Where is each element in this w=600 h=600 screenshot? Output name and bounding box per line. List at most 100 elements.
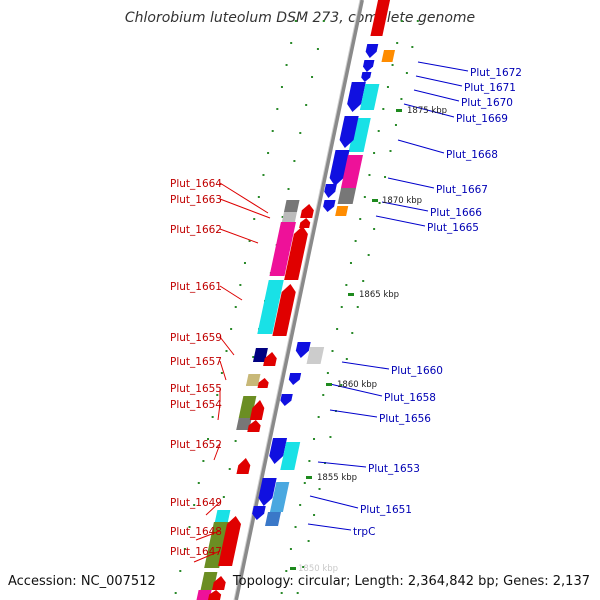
leader-plut-1649 (205, 501, 221, 516)
gene-block-plut-1651 (269, 482, 290, 512)
tick-mark-1870-kbp (372, 199, 378, 202)
label-plut-1653: Plut_1653 (368, 463, 420, 475)
leader-plut-1671 (415, 75, 463, 87)
gene-arrow-plut-1670 (347, 82, 366, 112)
label-plut-1656: Plut_1656 (379, 413, 431, 425)
gene-block-plut-1659 (252, 348, 268, 362)
leader-plut-1652 (213, 443, 221, 461)
label-plut-1662: Plut_1662 (170, 224, 222, 236)
tick-label-1875-kbp: 1875 kbp (407, 106, 447, 116)
label-plut-1651: Plut_1651 (360, 504, 412, 516)
leader-plut-1663 (219, 198, 271, 219)
label-plut-1659: Plut_1659 (170, 332, 222, 344)
tick-mark-1855-kbp (306, 476, 312, 479)
gene-arrow-plut-1662 (284, 226, 308, 280)
label-plut-1649: Plut_1649 (170, 497, 222, 509)
leader-plut-1660 (341, 361, 390, 370)
gene-arrow-plut-1658 (288, 373, 302, 385)
gene-arrow-plut-1660 (295, 342, 311, 358)
gene-block-top-red (370, 0, 391, 36)
gene-arrow-bottom-red (207, 590, 222, 600)
label-plut-1667: Plut_1667 (436, 184, 488, 196)
gene-block-plut-1667 (340, 155, 363, 188)
gene-arrow-plut-1653 (269, 438, 288, 464)
leader-plut-1656 (329, 409, 378, 418)
leader-plut-1669 (403, 103, 455, 118)
leader-plut-1665 (375, 215, 426, 227)
gene-arrow-plut-1671 (363, 60, 375, 72)
gene-arrow-plut-1654 (247, 420, 261, 432)
gene-block-plut-1663 (281, 212, 297, 222)
gene-arrow-plut-1671b (361, 72, 372, 82)
tick-label-1860-kbp: 1860 kbp (337, 380, 377, 390)
label-plut-1671: Plut_1671 (464, 82, 516, 94)
label-plut-1655: Plut_1655 (170, 383, 222, 395)
label-plut-1660: Plut_1660 (391, 365, 443, 377)
leader-plut-1658 (329, 383, 383, 397)
gene-arrow-plut-1659 (263, 352, 277, 366)
label-plut-1652: Plut_1652 (170, 439, 222, 451)
tick-label-1855-kbp: 1855 kbp (317, 473, 357, 483)
gene-block-plut-1664 (283, 200, 300, 212)
gene-block-bottom-magenta (196, 590, 212, 600)
gene-arrow-plut-1661 (272, 284, 296, 336)
leader-plut-1657 (219, 360, 227, 381)
gene-block-trpc (265, 512, 281, 526)
leader-plut-1661 (219, 285, 243, 301)
gene-block-plut-1653 (280, 442, 301, 470)
gene-block-plut-1669 (359, 84, 380, 110)
gene-labels: Plut_1664 Plut_1663 Plut_1662 Plut_1661 Plut… (170, 67, 522, 558)
leader-plut-1672 (417, 61, 469, 72)
gene-arrow-plut-1663b (299, 218, 311, 228)
gene-arrow-plut-1652 (236, 458, 251, 474)
topology-summary: Topology: circular; Length: 2,364,842 bp… (232, 574, 590, 589)
label-plut-1670: Plut_1670 (461, 97, 513, 109)
leader-plut-1666 (381, 201, 429, 212)
leader-plut-1662 (219, 228, 259, 244)
leader-plut-1648 (195, 530, 221, 541)
gene-block-plut-1648 (204, 522, 229, 568)
gene-arrow-plut-1672 (365, 44, 379, 58)
gene-arrow-plut-1651 (258, 478, 277, 506)
gene-block-plut-1662 (269, 222, 296, 276)
gene-block-plut-1657 (245, 374, 261, 386)
label-leader-lines (193, 61, 469, 563)
leader-plut-1651 (309, 495, 359, 509)
label-plut-1672: Plut_1672 (470, 67, 522, 79)
tick-mark-1865-kbp (348, 293, 354, 296)
label-plut-1668: Plut_1668 (446, 149, 498, 161)
gene-block-plut-1649 (214, 510, 231, 522)
label-plut-1661: Plut_1661 (170, 281, 222, 293)
gene-features (196, 0, 396, 600)
gene-arrow-plut-1657 (257, 378, 269, 388)
leader-plut-1670 (413, 89, 460, 102)
label-plut-1663: Plut_1663 (170, 194, 222, 206)
tick-mark-1875-kbp (396, 109, 402, 112)
scale-ticks: 1875 kbp 1870 kbp 1865 kbp 1860 kbp 1855 kbp… (290, 106, 447, 574)
label-plut-1658: Plut_1658 (384, 392, 436, 404)
leader-plut-1659 (219, 336, 235, 356)
gene-arrow-plut-1663 (300, 204, 314, 218)
gene-arrow-plut-1665 (323, 200, 336, 212)
gene-arrow-trpc (252, 506, 266, 520)
leader-plut-1664 (219, 182, 269, 214)
label-plut-1664: Plut_1664 (170, 178, 222, 190)
genome-backbone (233, 0, 364, 600)
tick-label-1870-kbp: 1870 kbp (382, 196, 422, 206)
label-plut-1665: Plut_1665 (427, 222, 479, 234)
gene-arrow-plut-1656 (280, 394, 293, 406)
tick-mark-1850-kbp (290, 567, 296, 570)
tick-label-1865-kbp: 1865 kbp (359, 290, 399, 300)
label-plut-1657: Plut_1657 (170, 356, 222, 368)
gene-block-plut-1660 (306, 347, 325, 364)
gene-block-plut-1661 (257, 280, 284, 334)
gene-arrow-plut-1666 (324, 184, 337, 198)
label-plut-1654: Plut_1654 (170, 399, 222, 411)
label-plut-1669: Plut_1669 (456, 113, 508, 125)
gene-arrow-plut-1655 (249, 400, 265, 420)
gene-arrow-plut-1668 (339, 116, 359, 148)
leader-plut-1647 (193, 550, 221, 563)
gene-block-plut-1665 (335, 206, 349, 216)
